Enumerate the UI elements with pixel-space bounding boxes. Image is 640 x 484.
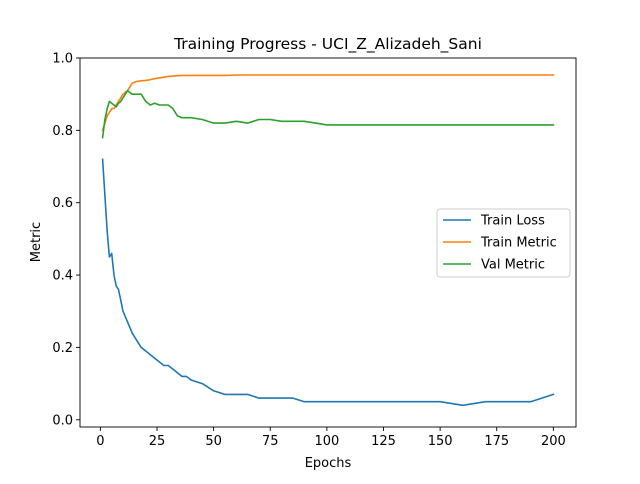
series-line-train-metric (101, 74, 555, 132)
y-tick-label: 0.6 (52, 196, 73, 211)
legend-label: Train Metric (480, 236, 557, 251)
y-tick-label: 0.2 (52, 341, 73, 356)
x-tick-label: 50 (205, 434, 222, 449)
series-line-train-loss (101, 158, 555, 407)
chart-title: Training Progress - UCI_Z_Alizadeh_Sani (173, 35, 482, 54)
legend-box (436, 208, 571, 278)
y-axis-label: Metric (29, 222, 44, 262)
axes-frame (79, 57, 577, 428)
series-line-val-metric (101, 89, 555, 139)
y-tick-label: 0.0 (52, 413, 73, 428)
x-tick-label: 125 (371, 434, 396, 449)
legend-label: Train Loss (480, 214, 545, 229)
y-tick-label: 1.0 (52, 52, 73, 67)
x-tick-label: 75 (262, 434, 279, 449)
x-tick-label: 200 (541, 434, 566, 449)
x-axis-label: Epochs (305, 456, 352, 471)
y-tick-label: 0.8 (52, 124, 73, 139)
plot-area: 0 25 50 75 100 125 150 175 200 0.0 0.2 0.4 0.6 0.8 1.0… (52, 52, 577, 449)
x-tick-label: 0 (96, 434, 104, 449)
y-tick-label: 0.4 (52, 269, 73, 284)
x-tick-label: 150 (428, 434, 453, 449)
x-tick-label: 25 (149, 434, 166, 449)
x-tick-label: 175 (484, 434, 509, 449)
x-tick-label: 100 (314, 434, 339, 449)
legend-label: Val Metric (481, 258, 545, 273)
